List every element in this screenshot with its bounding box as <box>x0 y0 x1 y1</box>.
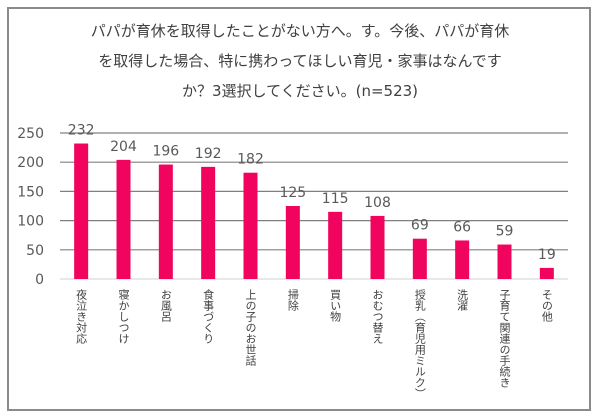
chart-frame <box>7 7 591 411</box>
category-label: 食事づくり <box>202 288 215 344</box>
category-label: おむつ替え <box>371 289 384 344</box>
category-label: 授乳（育児用ミルク） <box>413 288 426 399</box>
data-label: 192 <box>195 146 222 162</box>
data-label: 108 <box>364 195 391 211</box>
data-label: 115 <box>322 191 349 207</box>
data-label: 232 <box>68 123 95 139</box>
bar <box>455 240 470 279</box>
category-label: その他 <box>540 289 553 322</box>
category-label: 掃除 <box>286 288 299 311</box>
chart-title-line-2: を取得した場合、特に携わってほしい育児・家事はなんです <box>98 52 502 70</box>
bar <box>285 206 300 279</box>
y-tick-label: 150 <box>17 184 44 200</box>
y-tick-label: 200 <box>17 155 44 171</box>
bar <box>370 215 385 279</box>
y-tick-label: 250 <box>17 126 44 142</box>
bar <box>201 166 216 279</box>
bar <box>328 211 343 279</box>
bar <box>539 267 554 279</box>
data-label: 204 <box>110 139 137 155</box>
data-label: 19 <box>538 247 556 263</box>
bar <box>412 238 427 279</box>
data-label: 69 <box>411 218 429 234</box>
data-label: 125 <box>279 185 306 201</box>
category-label: 買い物 <box>329 289 342 322</box>
chart-title-line-3: か？3選択してください。(n=523) <box>181 82 419 100</box>
bar <box>243 172 258 279</box>
y-tick-label: 100 <box>17 214 44 230</box>
data-label: 66 <box>453 219 471 235</box>
bar <box>497 244 512 279</box>
category-label: お風呂 <box>159 289 172 323</box>
category-label: 子育て関連の手続き <box>498 289 511 388</box>
bar <box>158 164 173 279</box>
data-label: 59 <box>496 224 514 240</box>
chart-title-line-1: パパが育休を取得したことがない方へ。す。今後、パパが育休 <box>90 22 510 40</box>
data-label: 196 <box>152 144 179 160</box>
category-label: 寝かしつけ <box>117 288 130 344</box>
y-tick-label: 0 <box>35 272 44 288</box>
category-label: 夜泣き対応 <box>75 288 88 344</box>
bar <box>74 143 89 279</box>
category-label: 洗濯 <box>456 289 469 312</box>
bar <box>116 159 131 279</box>
data-label: 182 <box>237 152 264 168</box>
category-label: 上の子のお世話 <box>244 289 257 367</box>
y-tick-label: 50 <box>26 243 44 259</box>
